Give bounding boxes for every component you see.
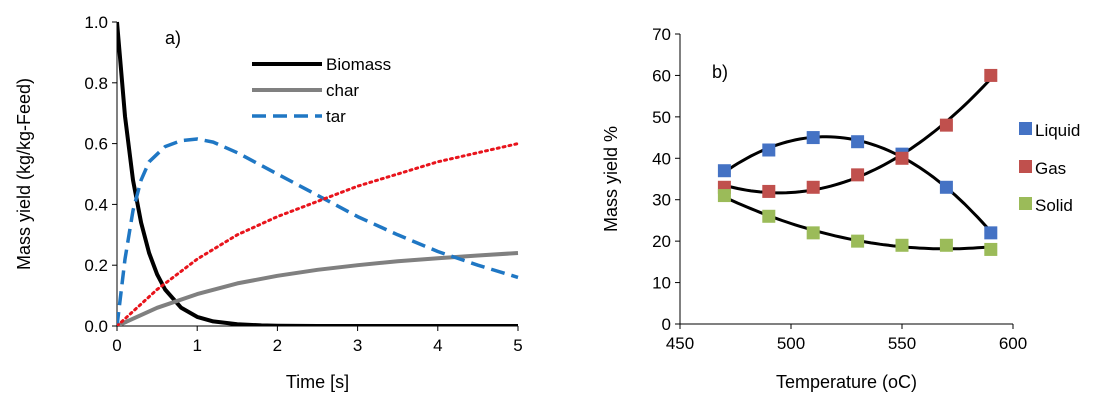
panel-label-b: b)	[712, 62, 728, 82]
gas-marker	[939, 118, 953, 132]
gas-marker	[895, 151, 909, 165]
liquid-marker	[984, 226, 998, 240]
y-tick-label: 0.0	[84, 317, 108, 336]
y-tick-label: 0.6	[84, 135, 108, 154]
legend-label-solid: Solid	[1035, 196, 1073, 215]
tar-line	[117, 137, 519, 326]
y-tick-label: 40	[652, 149, 671, 168]
x-tick-label: 3	[353, 336, 362, 355]
x-tick-label: 2	[273, 336, 282, 355]
liquid-marker	[939, 180, 953, 194]
x-axis-title-b: Temperature (oC)	[776, 372, 917, 392]
legend-label-char: char	[326, 81, 359, 100]
solid-marker	[762, 209, 776, 223]
biomass-line	[117, 21, 518, 326]
y-tick-label: 10	[652, 274, 671, 293]
solid-marker	[717, 189, 731, 203]
x-tick-label: 0	[112, 336, 121, 355]
gas-marker	[851, 168, 865, 182]
liquid-marker	[717, 164, 731, 178]
legend-label-biomass: Biomass	[326, 55, 391, 74]
y-tick-label: 0.2	[84, 256, 108, 275]
x-tick-label: 550	[888, 334, 916, 353]
y-tick-label: 1.0	[84, 13, 108, 32]
solid-marker	[895, 238, 909, 252]
legend-label-gas: Gas	[1035, 159, 1066, 178]
legend-marker-liquid	[1019, 122, 1032, 135]
y-axis-title-b: Mass yield %	[601, 126, 621, 232]
y-tick-label: 0.4	[84, 195, 108, 214]
y-tick-label: 0	[662, 315, 671, 334]
legend-label-tar: tar	[326, 107, 346, 126]
y-tick-label: 30	[652, 191, 671, 210]
y-tick-label: 50	[652, 108, 671, 127]
gas-marker	[984, 68, 998, 82]
gas-marker	[806, 180, 820, 194]
solid-marker	[851, 234, 865, 248]
legend-label-liquid: Liquid	[1035, 121, 1080, 140]
legend-marker-solid	[1019, 197, 1032, 210]
liquid-marker	[762, 143, 776, 157]
y-tick-label: 70	[652, 25, 671, 44]
red-dotted-line	[117, 142, 520, 326]
solid-marker	[939, 238, 953, 252]
x-tick-label: 450	[666, 334, 694, 353]
solid-marker	[984, 242, 998, 256]
x-tick-label: 1	[192, 336, 201, 355]
y-tick-label: 20	[652, 232, 671, 251]
liquid-marker	[851, 135, 865, 149]
liquid-marker	[806, 131, 820, 145]
x-tick-label: 4	[433, 336, 442, 355]
y-axis-title-a: Mass yield (kg/kg-Feed)	[14, 78, 34, 270]
legend-marker-gas	[1019, 160, 1032, 173]
y-tick-label: 0.8	[84, 74, 108, 93]
gas-marker	[762, 184, 776, 198]
y-tick-label: 60	[652, 66, 671, 85]
x-axis-title-a: Time [s]	[286, 372, 349, 392]
x-tick-label: 600	[999, 334, 1027, 353]
solid-marker	[806, 226, 820, 240]
panel-label-a: a)	[165, 28, 181, 48]
char-line	[117, 251, 519, 326]
x-tick-label: 500	[777, 334, 805, 353]
x-tick-label: 5	[513, 336, 522, 355]
